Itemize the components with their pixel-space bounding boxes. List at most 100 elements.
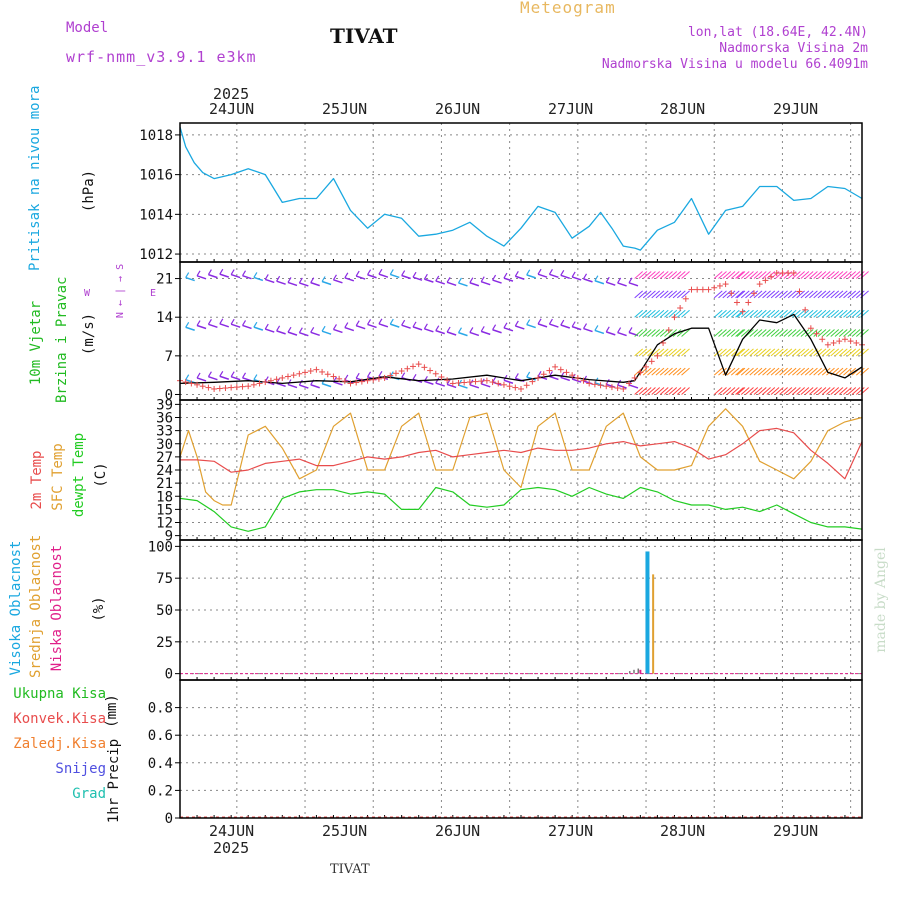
wind-barb-row1 xyxy=(594,329,605,335)
wind-barb-colored xyxy=(855,309,865,318)
wind-barb-colored xyxy=(770,348,780,357)
wind-barb-tick-row1 xyxy=(355,320,360,327)
wind-barb-colored xyxy=(766,309,776,318)
wind-barb-row1 xyxy=(435,329,445,335)
wind-barb-colored xyxy=(766,387,776,395)
wind-barb-row1 xyxy=(230,323,241,328)
wind-barb-colored xyxy=(638,271,648,279)
panel-frame-1 xyxy=(179,122,863,263)
wind-barb-row1 xyxy=(492,329,502,334)
wind-barb-colored xyxy=(634,329,643,337)
wind-barb-colored xyxy=(668,348,678,357)
wind-barb-tick-row1 xyxy=(492,324,497,331)
y-tick-label-p3: 12 xyxy=(156,516,173,532)
wind-barb-colored xyxy=(855,367,865,376)
wind-barb-tick-row0 xyxy=(310,277,315,283)
y-tick-label-p3: 36 xyxy=(156,411,173,427)
wind-barb-colored xyxy=(642,348,652,357)
wind-barb-colored xyxy=(664,348,673,357)
wind-barb-row1 xyxy=(344,326,355,332)
wind-barb-colored xyxy=(809,367,818,376)
pressure-line xyxy=(179,126,863,251)
y-tick-label-p2: 0 xyxy=(165,387,173,403)
wind-barb-colored xyxy=(779,290,788,299)
wind-barb-row0 xyxy=(424,278,434,283)
wind-barb-colored xyxy=(770,367,780,376)
wind-barb-colored xyxy=(783,367,793,376)
wind-barb-colored xyxy=(770,309,780,318)
wind-barb-colored xyxy=(826,367,835,376)
wind-barb-colored xyxy=(736,367,746,376)
wind-barb-tick-row0 xyxy=(276,275,281,282)
wind-barb-colored xyxy=(676,290,686,299)
wind-barb-row0 xyxy=(469,282,480,287)
y-tick-label-p3: 18 xyxy=(156,489,173,505)
wind-barb-tick-row0 xyxy=(401,270,406,276)
wind-barb-row0 xyxy=(299,282,309,287)
wind-barb-colored xyxy=(735,329,744,337)
wind-barb-colored xyxy=(762,329,771,337)
wind-barb-tick-row0 xyxy=(537,268,542,275)
y-tick-label-p5: 0 xyxy=(165,811,173,827)
wind-barb-colored xyxy=(730,271,740,279)
wind-barb-row0 xyxy=(344,277,355,282)
wind-barb-row0 xyxy=(526,274,536,279)
wind-barb-colored xyxy=(753,271,763,279)
wind-barb-colored xyxy=(813,329,823,337)
wind-barb-colored xyxy=(800,348,810,357)
wind-barb-colored xyxy=(749,309,759,318)
y-tick-label-p3: 33 xyxy=(156,424,173,440)
wind-barb-tick-row1 xyxy=(242,320,247,326)
wind-barb-colored xyxy=(722,309,732,318)
wind-barb-colored xyxy=(817,367,827,376)
wind-barb-colored xyxy=(655,367,665,376)
wind-barb-colored xyxy=(749,271,759,279)
wind-barb-colored xyxy=(830,329,840,337)
wind-barb-colored xyxy=(681,348,690,357)
wind-barb-colored xyxy=(735,387,744,395)
wind-barb-colored xyxy=(813,367,823,376)
wind-barb-tick-row1 xyxy=(605,326,610,333)
wind-barb-colored xyxy=(792,387,801,395)
bottom-date-26jun: 26JUN xyxy=(435,822,481,840)
wind-barb-colored xyxy=(736,329,746,337)
wind-barb-colored xyxy=(718,329,727,337)
wind-barb-colored xyxy=(634,309,643,318)
wind-barb-colored xyxy=(809,271,818,279)
station-elevation: Nadmorska Visina 2m xyxy=(719,41,868,56)
wind-barb-colored xyxy=(826,290,835,299)
wind-barb-colored xyxy=(766,367,776,376)
wind-barb-colored xyxy=(713,348,723,357)
y-tick-label-p3: 24 xyxy=(156,463,173,479)
wind-barb-colored xyxy=(804,290,814,299)
wind-barb-tick-row1 xyxy=(401,319,406,326)
wind-barb-row0 xyxy=(333,279,343,284)
wind-barb-colored xyxy=(753,290,763,299)
wind-barb-colored xyxy=(651,290,661,299)
wind-barb-colored xyxy=(676,271,686,279)
wind-barb-tick-row1 xyxy=(185,321,190,328)
wind-barb-colored xyxy=(847,271,857,279)
wind-barb-row1 xyxy=(549,323,559,328)
wind-barb-colored xyxy=(722,387,732,395)
wind-barb-colored xyxy=(779,329,788,337)
wind-barb-colored xyxy=(757,367,767,376)
wind-barb-colored xyxy=(821,329,831,337)
wind-barb-tick-row0 xyxy=(457,277,462,284)
wind-barb-colored xyxy=(730,329,740,337)
model-name: wrf-nmm_v3.9.1 e3km xyxy=(66,48,257,66)
wind-barb-colored xyxy=(757,271,767,279)
wind-barb-colored xyxy=(838,367,848,376)
meteogram-title: Meteogram xyxy=(520,0,616,17)
wind-barb-colored xyxy=(668,329,678,337)
wind-barb-colored xyxy=(813,387,823,395)
wind-barb-colored xyxy=(659,271,669,279)
wind-barb-colored xyxy=(745,367,754,376)
wind-barb-colored xyxy=(722,290,732,299)
wind-barb-tick-row0 xyxy=(242,270,247,277)
wind-barb-colored xyxy=(672,387,682,395)
wind-barb-colored xyxy=(745,348,754,357)
wind-barb-row0 xyxy=(242,275,252,280)
wind-barb-tick-row1 xyxy=(276,325,281,332)
wind-barb-colored xyxy=(783,387,793,395)
